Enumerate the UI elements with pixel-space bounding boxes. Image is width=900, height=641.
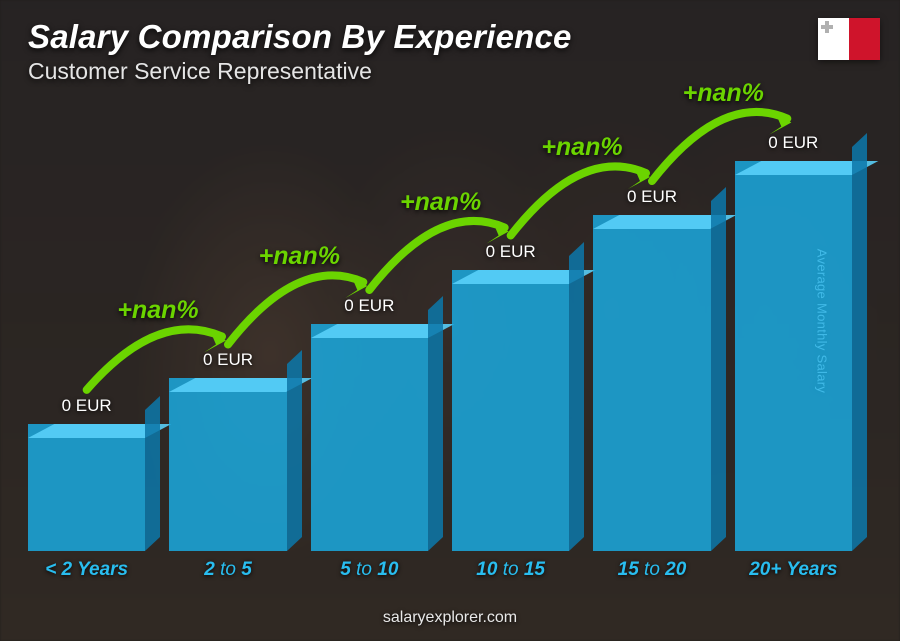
bar-value-label: 0 EUR — [62, 396, 112, 416]
bar — [593, 215, 710, 551]
x-tick: 15 to 20 — [593, 559, 710, 581]
bar-slot: 0 EUR — [169, 97, 286, 551]
x-tick: < 2 Years — [28, 559, 145, 581]
bar-slot: 0 EUR — [28, 97, 145, 551]
bar-slot: 0 EUR — [311, 97, 428, 551]
bar — [735, 161, 852, 551]
bar-value-label: 0 EUR — [203, 350, 253, 370]
bar — [452, 270, 569, 551]
x-tick: 10 to 15 — [452, 559, 569, 581]
bar-value-label: 0 EUR — [768, 133, 818, 153]
bar-value-label: 0 EUR — [627, 187, 677, 207]
bar-slot: 0 EUR — [452, 97, 569, 551]
bars-row: 0 EUR 0 EUR 0 EUR 0 EUR 0 EUR 0 EUR — [28, 97, 852, 551]
bar — [169, 378, 286, 551]
x-tick: 5 to 10 — [311, 559, 428, 581]
bar-value-label: 0 EUR — [344, 296, 394, 316]
bar — [28, 424, 145, 551]
x-tick: 20+ Years — [735, 559, 852, 581]
page-title: Salary Comparison By Experience — [28, 18, 872, 56]
bar — [311, 324, 428, 551]
bar-slot: 0 EUR — [735, 97, 852, 551]
chart-container: Salary Comparison By Experience Customer… — [0, 0, 900, 641]
page-subtitle: Customer Service Representative — [28, 58, 872, 85]
country-flag-icon — [818, 18, 880, 60]
footer-attribution: salaryexplorer.com — [0, 609, 900, 627]
x-tick: 2 to 5 — [169, 559, 286, 581]
bar-value-label: 0 EUR — [486, 242, 536, 262]
x-axis: < 2 Years 2 to 5 5 to 10 10 to 15 15 to 20 20… — [28, 559, 852, 581]
bar-slot: 0 EUR — [593, 97, 710, 551]
bar-chart: 0 EUR0 EUR0 EUR0 EUR0 EUR0 EUR < 2 Years… — [28, 97, 852, 577]
